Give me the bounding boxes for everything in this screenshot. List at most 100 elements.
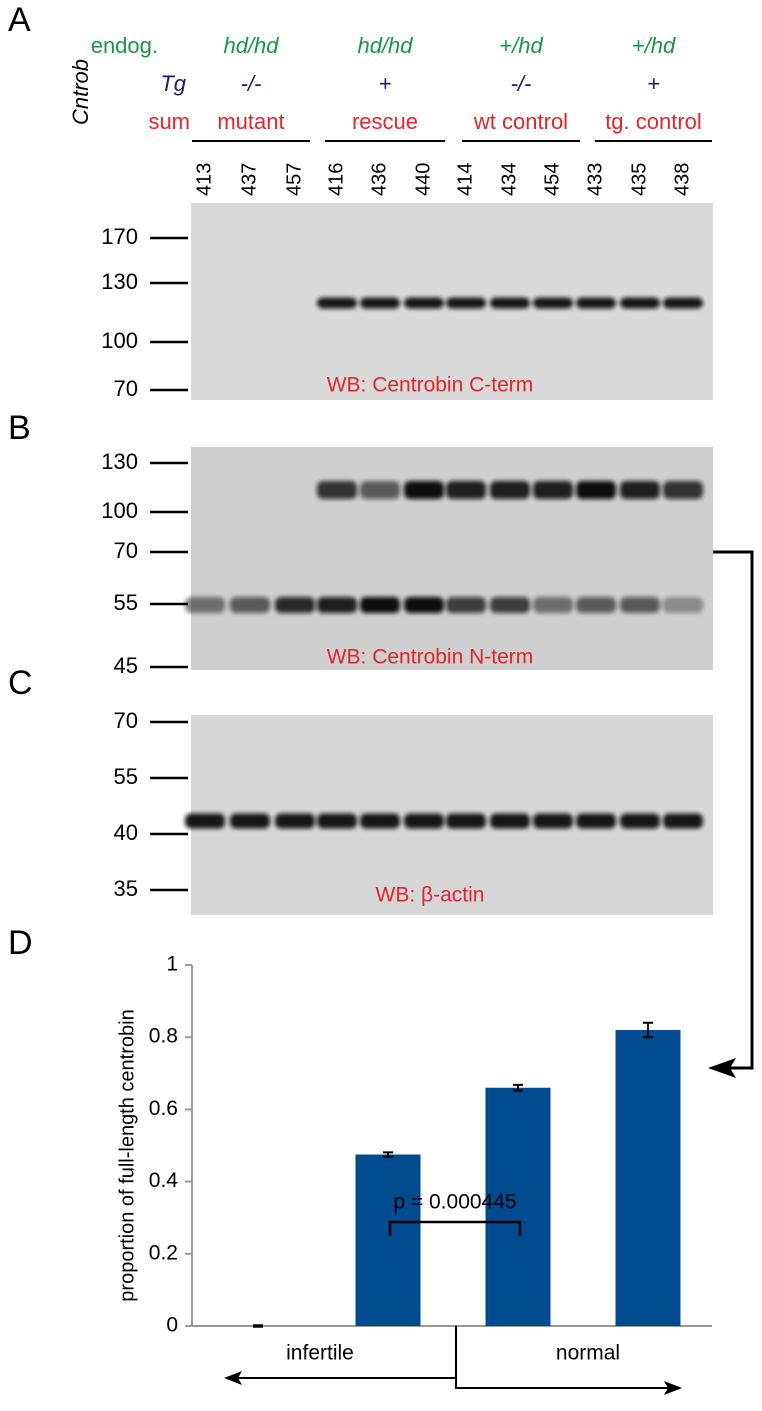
transgene: -/- (511, 71, 532, 96)
marker-label: 35 (114, 876, 138, 901)
marker-label: 70 (114, 708, 138, 733)
band (404, 297, 444, 309)
marker-label: 70 (114, 538, 138, 563)
blot-label: WB: Centrobin C-term (327, 374, 534, 397)
panel-label: C (8, 664, 33, 702)
band (230, 597, 270, 613)
band (317, 813, 357, 829)
error-bar (383, 1151, 393, 1158)
gene-label: Cntrob (68, 59, 93, 125)
band (446, 813, 486, 829)
panel-label: A (8, 1, 31, 39)
band (620, 481, 660, 499)
band (275, 813, 315, 829)
row-label: sum (148, 109, 190, 134)
marker-label: 55 (114, 590, 138, 615)
panel-label: B (8, 409, 31, 447)
connector (713, 550, 754, 1070)
band (663, 813, 703, 829)
band (275, 597, 315, 613)
error-bar (513, 1083, 523, 1092)
band (446, 481, 486, 499)
band (576, 813, 616, 829)
genotype: +/hd (499, 33, 543, 58)
y-tick-label: 1 (166, 953, 178, 976)
group-sum: rescue (352, 109, 418, 134)
band (446, 597, 486, 613)
marker-label: 45 (114, 653, 138, 678)
y-tick-label: 0.4 (149, 1169, 179, 1192)
group-sum: mutant (217, 109, 284, 134)
band (576, 297, 616, 309)
genotype: hd/hd (357, 33, 413, 58)
lane-number: 414 (454, 163, 476, 196)
row-label: Tg (160, 71, 186, 96)
transgene: -/- (241, 71, 262, 96)
y-axis-label: proportion of full-length centrobin (116, 1009, 138, 1301)
marker-label: 130 (101, 269, 138, 294)
marker-label: 70 (114, 376, 138, 401)
genotype: +/hd (632, 33, 676, 58)
connector-head (708, 1058, 736, 1078)
group-label: normal (556, 1342, 620, 1365)
panel-label: D (8, 924, 33, 962)
band (317, 297, 357, 309)
y-tick-label: 0.6 (149, 1097, 178, 1120)
transgene: + (647, 71, 660, 96)
band (360, 597, 400, 613)
band (317, 481, 357, 499)
error-bar (253, 1324, 263, 1328)
marker-label: 55 (114, 764, 138, 789)
lane-number: 454 (541, 163, 563, 196)
band (533, 813, 573, 829)
band (620, 297, 660, 309)
y-tick-label: 0 (166, 1314, 178, 1337)
transgene: + (379, 71, 392, 96)
marker-label: 100 (101, 498, 138, 523)
band (404, 597, 444, 613)
y-tick-label: 0.8 (149, 1025, 178, 1048)
lane-number: 433 (584, 163, 606, 196)
lane-number: 413 (193, 163, 215, 196)
group-label: infertile (286, 1342, 354, 1365)
band (490, 813, 530, 829)
lane-number: 416 (325, 163, 347, 196)
band (360, 481, 400, 499)
marker-label: 100 (101, 328, 138, 353)
lane-number: 435 (628, 163, 650, 196)
bar (485, 1087, 551, 1326)
band (490, 481, 530, 499)
band (663, 597, 703, 613)
bar (355, 1154, 421, 1326)
band (620, 813, 660, 829)
band (446, 297, 486, 309)
marker-label: 170 (101, 224, 138, 249)
band (404, 813, 444, 829)
y-tick-label: 0.2 (149, 1241, 178, 1264)
band (404, 481, 444, 499)
band (185, 813, 225, 829)
band (317, 597, 357, 613)
band (490, 597, 530, 613)
band (576, 481, 616, 499)
band (663, 481, 703, 499)
lane-number: 436 (368, 163, 390, 196)
blot-label: WB: Centrobin N-term (327, 646, 534, 669)
bracket (388, 1220, 522, 1236)
lane-number: 434 (498, 163, 520, 196)
band (185, 597, 225, 613)
band (533, 297, 573, 309)
blot-label: WB: β-actin (376, 884, 485, 907)
band (533, 481, 573, 499)
group-sum: tg. control (605, 109, 702, 134)
arrow-head (664, 1381, 682, 1395)
group-sum: wt control (473, 109, 568, 134)
band (360, 813, 400, 829)
p-value: p = 0.000445 (393, 1191, 516, 1214)
lane-number: 440 (412, 163, 434, 196)
lane-number: 457 (283, 163, 305, 196)
band (663, 297, 703, 309)
lane-number: 438 (671, 163, 693, 196)
error-bar (643, 1021, 653, 1039)
